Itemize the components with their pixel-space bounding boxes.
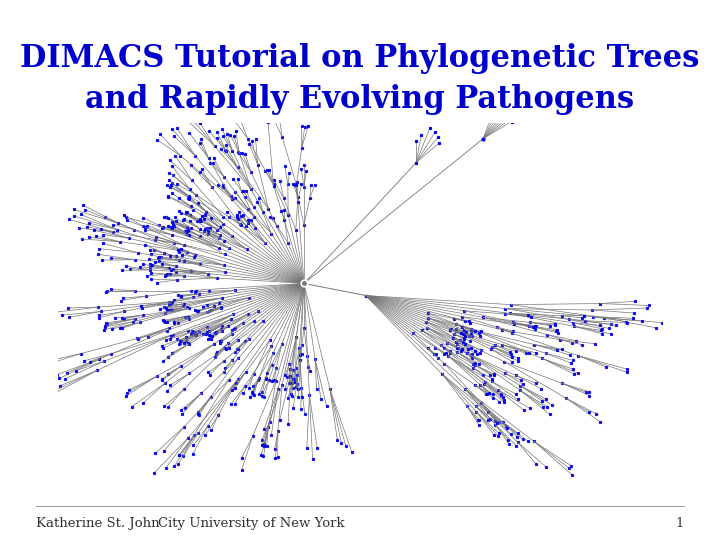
Text: City University of New York: City University of New York <box>158 517 345 530</box>
Text: Katherine St. John: Katherine St. John <box>36 517 160 530</box>
Text: and Rapidly Evolving Pathogens: and Rapidly Evolving Pathogens <box>86 84 634 115</box>
Text: 1: 1 <box>675 517 684 530</box>
Text: DIMACS Tutorial on Phylogenetic Trees: DIMACS Tutorial on Phylogenetic Trees <box>20 43 700 74</box>
